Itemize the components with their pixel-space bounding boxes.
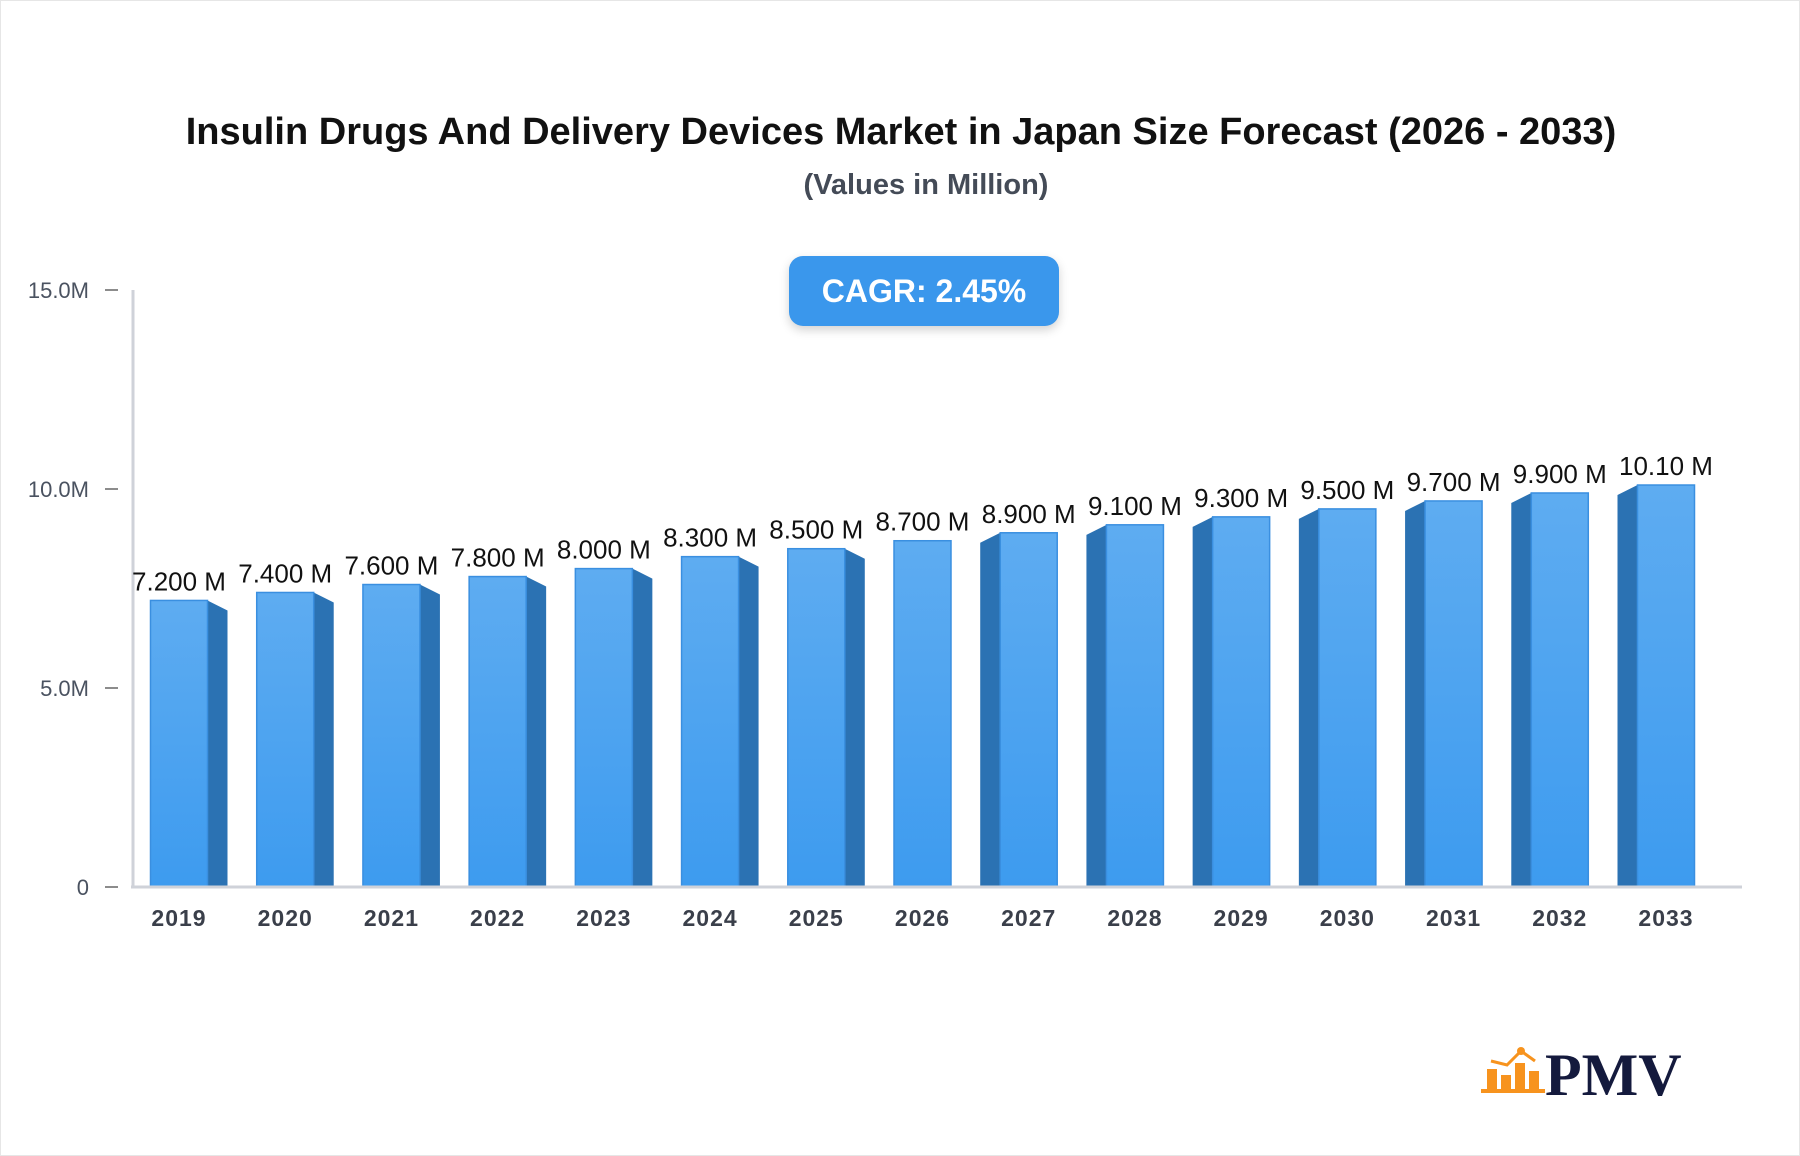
cagr-badge: CAGR: 2.45% xyxy=(789,256,1059,326)
pmv-logo: PMV xyxy=(1481,1041,1701,1108)
x-tick-label: 2028 xyxy=(1107,905,1162,931)
logo-chart-icon: PMV xyxy=(1481,1042,1682,1108)
bar xyxy=(255,591,315,888)
bar xyxy=(1211,516,1271,888)
bar-2029 xyxy=(1192,516,1271,888)
bar xyxy=(468,575,527,888)
bar-2032 xyxy=(1511,492,1590,888)
bar-side xyxy=(526,576,547,887)
bar xyxy=(362,583,421,888)
bar-side xyxy=(1511,492,1532,887)
y-tick-label: 10.0M xyxy=(28,477,89,502)
data-label: 8.000 M xyxy=(557,535,651,565)
y-tick-label: 0 xyxy=(77,875,89,900)
bar xyxy=(574,567,634,888)
data-label: 9.500 M xyxy=(1300,475,1394,505)
bar-side xyxy=(1086,524,1107,887)
data-label: 8.300 M xyxy=(663,523,757,553)
data-label: 7.400 M xyxy=(238,558,332,588)
x-tick-label: 2027 xyxy=(1001,905,1056,931)
bar xyxy=(1318,508,1377,888)
bar-2031 xyxy=(1405,500,1483,888)
x-tick-label: 2023 xyxy=(576,905,631,931)
x-tick-label: 2026 xyxy=(895,905,950,931)
bar-2022 xyxy=(468,575,547,888)
chart-title: Insulin Drugs And Delivery Devices Marke… xyxy=(185,111,1617,153)
bar-side xyxy=(1192,516,1213,887)
data-label: 9.300 M xyxy=(1194,483,1288,513)
data-label: 8.700 M xyxy=(876,507,970,537)
data-label: 9.700 M xyxy=(1407,467,1501,497)
x-tick-label: 2032 xyxy=(1532,905,1587,931)
bar-side xyxy=(207,600,228,887)
bar-side xyxy=(1298,508,1319,887)
x-tick-label: 2030 xyxy=(1320,905,1375,931)
bar xyxy=(680,555,740,888)
bar-2024 xyxy=(680,555,759,888)
y-tick-label: 5.0M xyxy=(40,676,89,701)
x-tick-label: 2019 xyxy=(151,905,206,931)
data-label: 9.100 M xyxy=(1088,491,1182,521)
x-tick-label: 2021 xyxy=(364,905,419,931)
data-label: 9.900 M xyxy=(1513,459,1607,489)
data-label: 7.600 M xyxy=(344,551,438,581)
bar-side xyxy=(738,556,759,887)
bar xyxy=(149,599,209,888)
bar-2020 xyxy=(255,591,334,888)
bar-2019 xyxy=(149,599,228,888)
data-label: 7.800 M xyxy=(451,543,545,573)
chart-subtitle: (Values in Million) xyxy=(803,169,1049,201)
bar-2021 xyxy=(362,583,440,888)
bar-side xyxy=(632,568,653,887)
bar xyxy=(1636,484,1696,888)
bar-side xyxy=(1617,485,1638,887)
data-label: 10.10 M xyxy=(1619,451,1713,481)
bar-side xyxy=(1405,500,1426,887)
bar xyxy=(1530,492,1590,888)
y-tick-label: 15.0M xyxy=(28,278,89,303)
bar-2025 xyxy=(787,547,865,888)
bar-2028 xyxy=(1086,524,1165,888)
x-tick-label: 2025 xyxy=(789,905,844,931)
data-label: 8.500 M xyxy=(769,515,863,545)
bar-2033 xyxy=(1617,484,1696,888)
x-tick-label: 2033 xyxy=(1638,905,1693,931)
logo-text: PMV xyxy=(1545,1042,1682,1101)
bar-side xyxy=(980,532,1001,887)
x-tick-label: 2022 xyxy=(470,905,525,931)
bar-2027 xyxy=(980,532,1058,888)
bar-side xyxy=(419,584,440,887)
x-tick-label: 2024 xyxy=(682,905,737,931)
x-tick-label: 2029 xyxy=(1214,905,1269,931)
bar xyxy=(787,547,846,888)
bar-2030 xyxy=(1298,508,1377,888)
x-tick-label: 2020 xyxy=(258,905,313,931)
data-label: 7.200 M xyxy=(132,566,226,596)
data-label: 8.900 M xyxy=(982,499,1076,529)
bar-side xyxy=(844,548,865,887)
bar-2026 xyxy=(893,539,952,888)
x-tick-label: 2031 xyxy=(1426,905,1481,931)
bar xyxy=(893,539,952,888)
bar xyxy=(1424,500,1483,888)
bar-side xyxy=(313,592,334,887)
bar xyxy=(999,532,1058,888)
bar xyxy=(1105,524,1165,888)
bar-2023 xyxy=(574,567,653,888)
